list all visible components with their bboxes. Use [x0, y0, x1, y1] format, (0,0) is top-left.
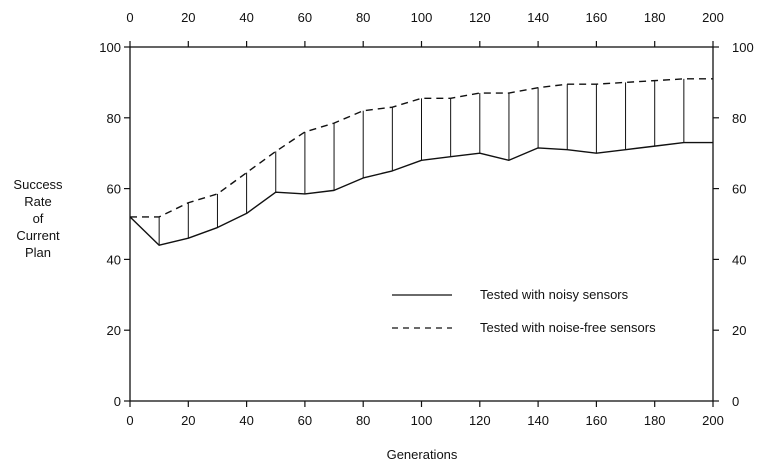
series-lines	[129, 78, 713, 246]
y-axis-label-line: of	[33, 211, 44, 226]
y-axis-label-line: Current	[16, 228, 60, 243]
x-tick-label-bottom: 80	[356, 413, 370, 428]
y-tick-label-left: 80	[107, 111, 121, 126]
series-line-noisy	[129, 141, 713, 246]
y-tick-label-left: 0	[114, 394, 121, 409]
y-axis-label: Success Rate of Current Plan	[13, 177, 63, 260]
x-tick-label-top: 180	[644, 10, 666, 25]
y-axis-label-line: Success	[13, 177, 63, 192]
x-tick-label-bottom: 0	[126, 413, 133, 428]
y-tick-label-left: 60	[107, 182, 121, 197]
x-tick-label-bottom: 180	[644, 413, 666, 428]
x-tick-label-bottom: 20	[181, 413, 195, 428]
x-tick-label-top: 120	[469, 10, 491, 25]
y-tick-label-left: 40	[107, 252, 121, 267]
x-tick-label-bottom: 160	[586, 413, 608, 428]
x-tick-label-bottom: 140	[527, 413, 549, 428]
y-tick-label-left: 100	[99, 40, 121, 55]
y-tick-label-right: 0	[732, 394, 739, 409]
x-tick-label-top: 100	[411, 10, 433, 25]
x-tick-label-top: 160	[586, 10, 608, 25]
x-tick-label-top: 0	[126, 10, 133, 25]
y-tick-label-right: 60	[732, 182, 746, 197]
x-tick-label-top: 60	[298, 10, 312, 25]
drop-lines	[158, 78, 685, 246]
y-tick-label-right: 20	[732, 323, 746, 338]
x-tick-label-bottom: 40	[239, 413, 253, 428]
y-tick-label-left: 20	[107, 323, 121, 338]
y-tick-label-right: 80	[732, 111, 746, 126]
y-tick-label-right: 40	[732, 252, 746, 267]
y-axis-label-line: Plan	[25, 245, 51, 260]
x-tick-label-bottom: 60	[298, 413, 312, 428]
x-tick-label-bottom: 100	[411, 413, 433, 428]
legend-label-noisy: Tested with noisy sensors	[480, 287, 629, 302]
x-tick-label-top: 20	[181, 10, 195, 25]
legend-label-noise-free: Tested with noise-free sensors	[480, 320, 656, 335]
x-tick-label-top: 140	[527, 10, 549, 25]
series-line-noise-free	[130, 78, 713, 218]
x-tick-label-top: 200	[702, 10, 724, 25]
y-axis-label-line: Rate	[24, 194, 51, 209]
legend: Tested with noisy sensors Tested with no…	[392, 287, 656, 335]
x-axis-label: Generations	[387, 447, 458, 462]
x-tick-label-top: 40	[239, 10, 253, 25]
x-tick-label-top: 80	[356, 10, 370, 25]
x-tick-label-bottom: 200	[702, 413, 724, 428]
y-tick-label-right: 100	[732, 40, 754, 55]
axis-ticks: 0020204040606080801001001201201401401601…	[99, 10, 753, 428]
x-tick-label-bottom: 120	[469, 413, 491, 428]
